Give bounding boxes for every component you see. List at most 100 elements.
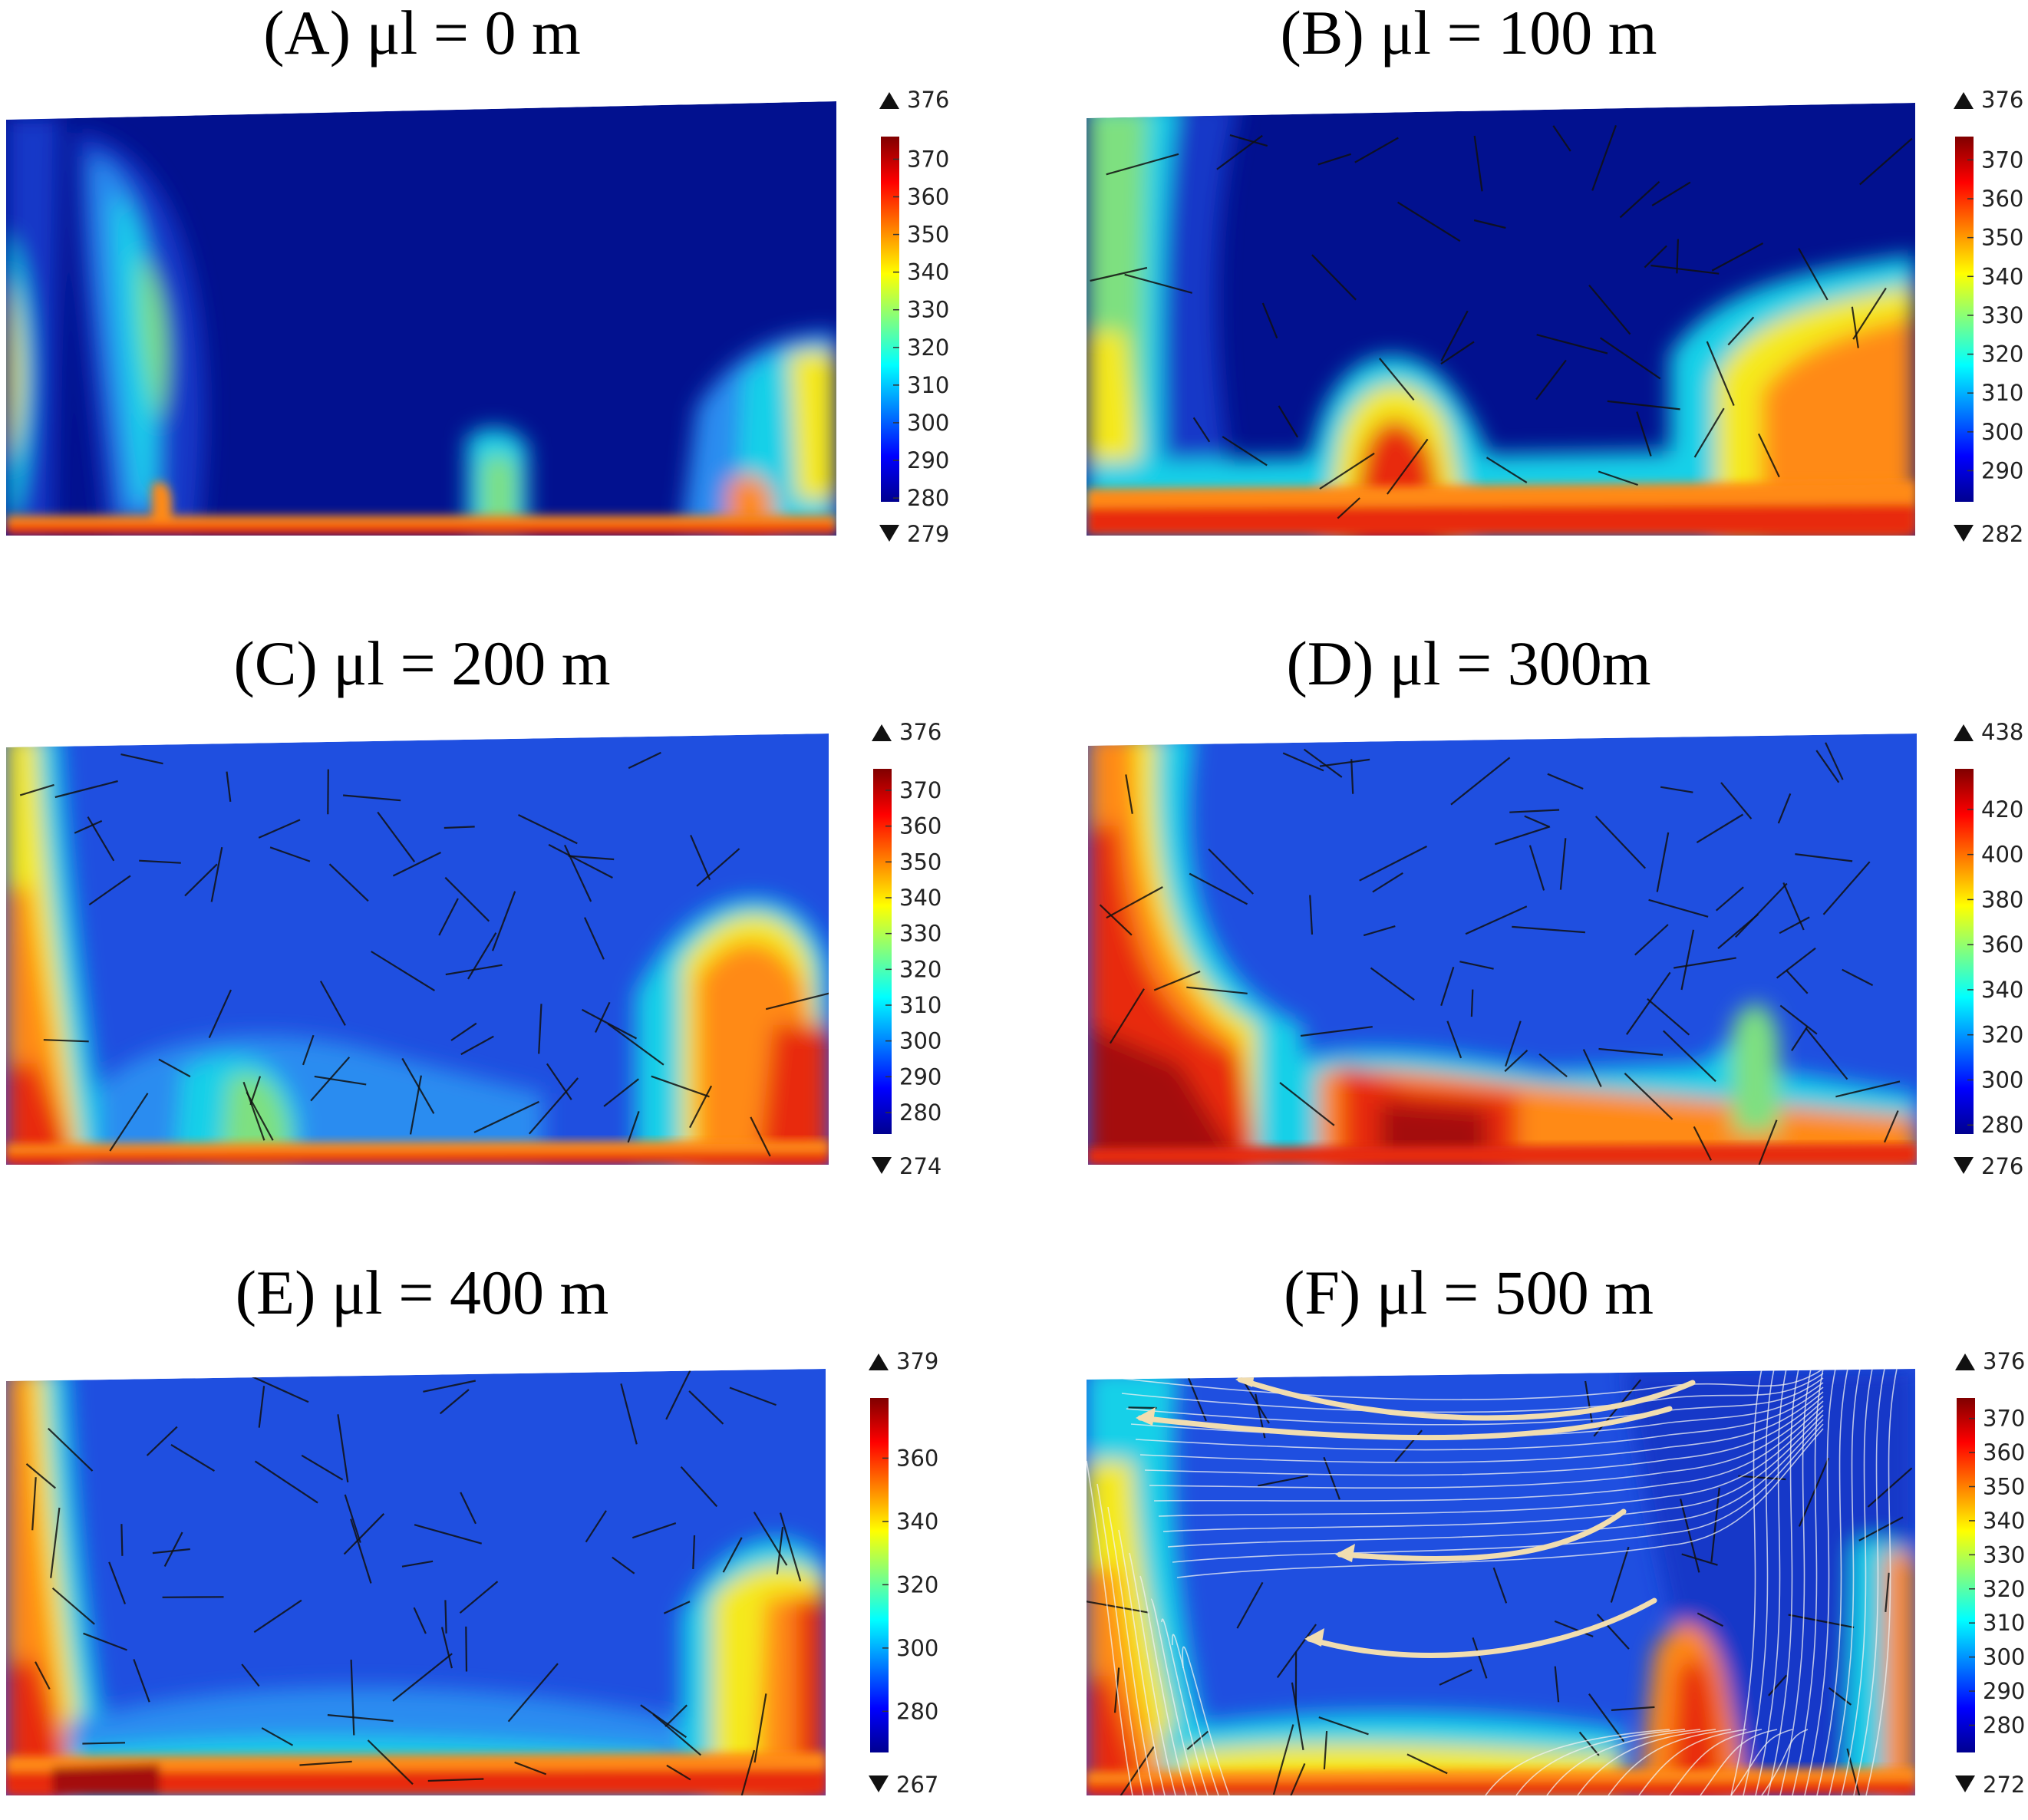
fracture [1624,1073,1674,1120]
fracture [1885,1572,1890,1612]
panel-b-colorbar: 370 360 350 340 330 320 310 300 290 376 282 [1954,87,2023,547]
streamline [1779,1369,1812,1795]
panel-b: (B) μl = 100 m 370 360 350 340 330 320 310 300 2… [1013,0,2028,568]
panel-c-title: (C) μl = 200 m [233,628,611,698]
colorbar-tick-label: 370 [1981,147,2023,173]
colorbar-tick-label: 320 [1981,341,2023,368]
streamline [1841,1369,1873,1795]
fracture [1186,986,1248,994]
colorbar-tick-label: 340 [899,885,941,911]
fracture [87,816,115,862]
fracture [1611,1706,1655,1711]
fracture [1106,886,1163,919]
fracture [1189,872,1248,905]
fracture [1311,254,1357,301]
colorbar-tick-label: 280 [1983,1712,2025,1738]
fracture [343,794,401,802]
fracture [564,844,592,902]
fracture [736,1749,756,1795]
fracture [1851,306,1859,348]
fracture [1768,1674,1788,1696]
fracture [507,1663,559,1723]
fracture [585,1510,607,1543]
fracture [444,876,490,922]
streamline [1121,1373,1824,1413]
fracture [688,1390,724,1425]
fracture [1674,957,1736,969]
fracture [1842,968,1874,987]
flow-arrow [1137,1406,1673,1441]
fracture [1192,417,1211,443]
fracture [1727,316,1755,346]
domain-background [6,101,836,536]
colorbar-tick-label: 330 [899,921,941,947]
fracture [1798,248,1828,301]
panel-b-field [1087,103,1915,536]
colorbar-tick-label: 360 [1981,931,2023,958]
panel-e-title: (E) μl = 400 m [235,1258,609,1327]
flow-arrow-head [1304,1628,1324,1647]
region [1088,1025,1242,1165]
fracture [1554,1620,1594,1637]
fracture [663,1601,691,1614]
colorbar-tick-label: 330 [907,297,949,323]
fracture [689,1085,713,1129]
fracture [1359,846,1427,882]
streamline [1126,1377,1824,1426]
streamline [1767,1369,1799,1795]
fracture [258,1386,265,1428]
fracture [1693,1126,1712,1161]
colorbar-gradient [873,769,892,1134]
colorbar-tick-label: 360 [896,1445,938,1471]
streamline [1118,1529,1166,1795]
colorbar-tick-label: 300 [1983,1644,2025,1670]
colorbar-gradient [870,1398,889,1752]
panel-f-title: (F) μl = 500 m [1284,1258,1654,1327]
panel-a-field [6,101,836,536]
fracture [538,1004,542,1054]
streamline [1730,1369,1763,1795]
fracture [120,1524,124,1556]
panel-e-colorbar: 360 340 320 300 280 379 267 [869,1348,938,1798]
colorbar-tick-label: 360 [1981,186,2023,212]
fracture [246,1091,274,1141]
fracture [48,1427,94,1472]
fracture [1776,947,1816,979]
colorbar-tick-label: 360 [907,184,949,210]
fracture [251,1375,309,1403]
fracture [568,855,615,861]
fracture [1524,815,1550,828]
fracture [1118,1746,1155,1795]
fracture [467,932,497,980]
fracture [666,1764,691,1781]
fracture [1758,433,1780,478]
fracture [664,1704,688,1727]
fracture [460,1035,494,1056]
fracture [1852,287,1887,340]
fracture [1588,1693,1625,1743]
streamline [1761,1729,1809,1795]
panel-d: (D) μl = 300m 420 400 380 360 340 320 300 280 43… [1013,622,2028,1205]
fracture [1323,1456,1340,1500]
fracture [1261,302,1278,339]
colorbar-max-marker [1954,724,1974,741]
fracture [651,1075,710,1098]
fracture [1582,1049,1602,1087]
fracture [401,1560,434,1568]
panel-b-title: (B) μl = 100 m [1280,0,1657,68]
fracture [603,1078,639,1107]
colorbar-max-marker [1954,92,1974,109]
flow-arrow-head [1335,1544,1355,1562]
streamline [1096,1483,1144,1795]
colorbar-tick-label: 360 [1983,1439,2025,1466]
fracture [254,1460,318,1504]
streamline [1139,1575,1187,1795]
fracture [1554,1666,1560,1703]
fracture [583,917,605,960]
streamline [1087,1460,1133,1795]
fracture [1512,925,1585,934]
fracture [350,1518,372,1584]
fracture [1584,1380,1593,1423]
fracture [328,863,369,902]
fracture [1822,861,1871,915]
